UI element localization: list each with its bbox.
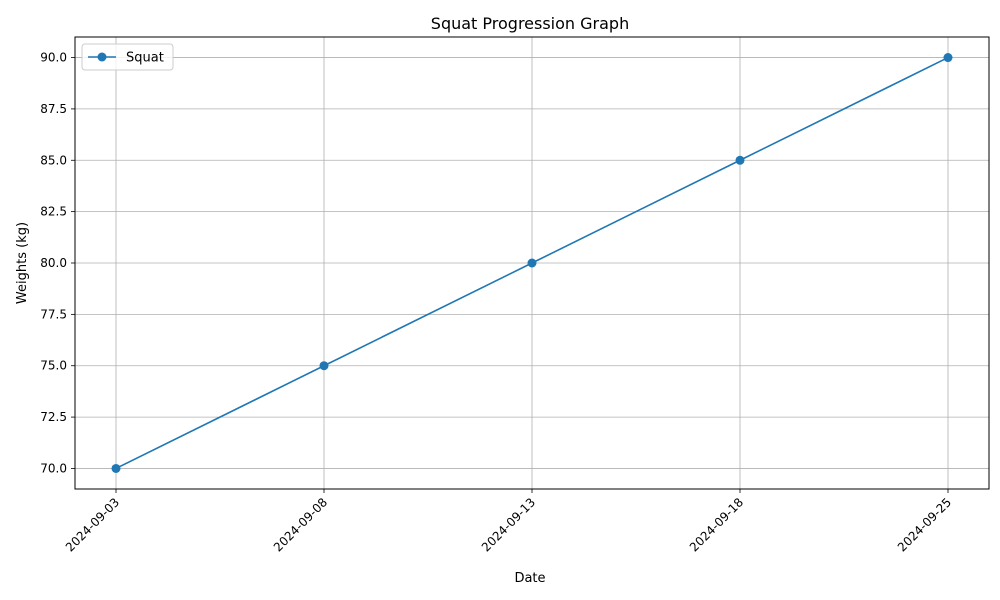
legend-box [81,43,174,71]
chart-title: Squat Progression Graph [431,14,629,33]
y-tick-label: 77.5 [40,307,67,321]
y-tick-label: 82.5 [40,205,67,219]
y-tick-label: 72.5 [40,410,67,424]
data-point [735,155,745,165]
y-tick-label: 70.0 [40,461,67,475]
legend: Squat [81,43,174,71]
y-tick-label: 87.5 [40,102,67,116]
legend-marker [97,52,107,62]
data-point [319,361,329,371]
series-layer [111,53,953,473]
legend-label: Squat [126,51,164,66]
data-point [527,258,537,268]
data-point [111,463,121,473]
y-tick-label: 75.0 [40,359,67,373]
x-axis-label: Date [514,571,545,586]
y-tick-label: 85.0 [40,153,67,167]
y-axis-label: Weights (kg) [15,222,30,304]
data-point [943,53,953,63]
y-tick-label: 80.0 [40,256,67,270]
y-tick-label: 90.0 [40,51,67,65]
y-axis: 70.0 72.5 75.0 77.5 80.0 82.5 85.0 87.5 90.0 [40,51,75,475]
